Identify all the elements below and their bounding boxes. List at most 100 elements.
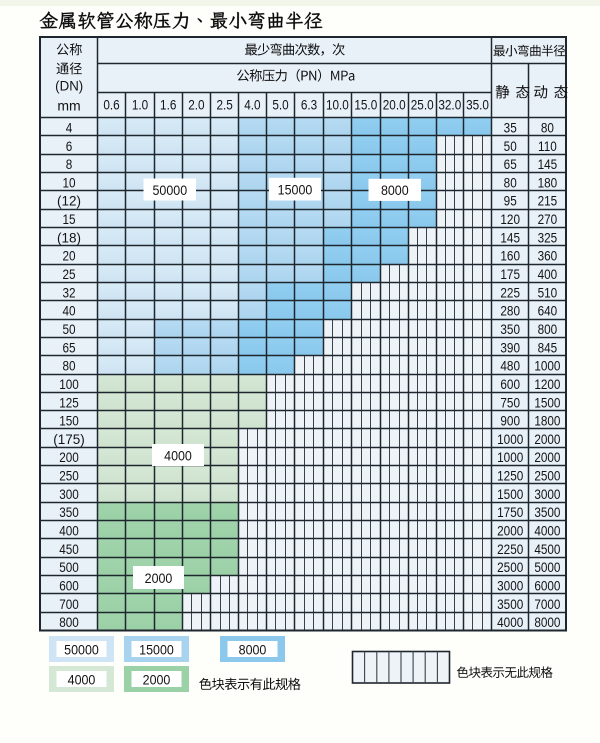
- svg-text:5000: 5000: [534, 559, 560, 575]
- svg-text:4000: 4000: [534, 523, 560, 539]
- svg-text:300: 300: [59, 486, 79, 502]
- svg-text:215: 215: [538, 193, 558, 209]
- svg-text:3000: 3000: [497, 578, 523, 594]
- svg-text:50000: 50000: [152, 182, 187, 198]
- svg-text:350: 350: [500, 321, 520, 337]
- svg-text:8000: 8000: [239, 642, 267, 658]
- svg-text:50: 50: [504, 138, 517, 154]
- svg-text:65: 65: [62, 339, 75, 355]
- svg-text:160: 160: [500, 248, 520, 264]
- svg-text:1750: 1750: [497, 504, 523, 520]
- svg-text:1200: 1200: [534, 376, 560, 392]
- svg-text:(12): (12): [57, 194, 81, 209]
- svg-text:120: 120: [500, 211, 520, 227]
- svg-text:15: 15: [62, 211, 75, 227]
- svg-text:350: 350: [59, 504, 79, 520]
- svg-text:145: 145: [500, 229, 520, 245]
- svg-text:1800: 1800: [534, 413, 560, 429]
- svg-text:35.0: 35.0: [466, 97, 489, 113]
- svg-text:6000: 6000: [534, 578, 560, 594]
- svg-text:(18): (18): [57, 230, 81, 245]
- svg-text:4: 4: [66, 120, 73, 136]
- svg-text:80: 80: [62, 358, 75, 374]
- svg-text:15.0: 15.0: [354, 97, 377, 113]
- svg-text:4000: 4000: [497, 614, 523, 630]
- svg-text:4500: 4500: [534, 541, 560, 557]
- svg-text:50: 50: [62, 321, 75, 337]
- svg-text:6: 6: [66, 138, 73, 154]
- svg-text:480: 480: [500, 358, 520, 374]
- svg-text:1.6: 1.6: [160, 97, 176, 113]
- svg-text:390: 390: [500, 339, 520, 355]
- svg-text:450: 450: [59, 541, 79, 557]
- svg-text:8000: 8000: [534, 614, 560, 630]
- svg-text:3500: 3500: [497, 596, 523, 612]
- svg-text:25.0: 25.0: [411, 97, 434, 113]
- svg-text:1000: 1000: [497, 449, 523, 465]
- svg-text:600: 600: [500, 376, 520, 392]
- svg-text:10.0: 10.0: [326, 97, 349, 113]
- svg-text:2500: 2500: [497, 559, 523, 575]
- svg-text:640: 640: [538, 303, 558, 319]
- svg-text:150: 150: [59, 413, 79, 429]
- svg-text:15000: 15000: [139, 642, 174, 658]
- svg-text:125: 125: [59, 394, 79, 410]
- svg-text:180: 180: [538, 174, 558, 190]
- svg-text:20.0: 20.0: [383, 97, 406, 113]
- svg-text:3500: 3500: [534, 504, 560, 520]
- svg-text:200: 200: [59, 449, 79, 465]
- svg-text:2000: 2000: [534, 431, 560, 447]
- svg-text:2000: 2000: [145, 570, 173, 586]
- svg-text:10: 10: [62, 174, 75, 190]
- svg-text:2000: 2000: [497, 523, 523, 539]
- svg-text:4000: 4000: [68, 672, 96, 688]
- svg-text:4000: 4000: [164, 448, 192, 464]
- svg-text:(175): (175): [53, 432, 85, 447]
- svg-text:225: 225: [500, 284, 520, 300]
- svg-text:600: 600: [59, 578, 79, 594]
- svg-text:15000: 15000: [278, 182, 313, 198]
- svg-text:50000: 50000: [64, 642, 99, 658]
- svg-text:8000: 8000: [381, 183, 409, 199]
- svg-text:2500: 2500: [534, 468, 560, 484]
- svg-text:1.0: 1.0: [132, 97, 148, 113]
- svg-text:900: 900: [500, 413, 520, 429]
- svg-text:32.0: 32.0: [438, 97, 461, 113]
- svg-text:325: 325: [538, 229, 558, 245]
- svg-text:2.0: 2.0: [188, 97, 204, 113]
- svg-text:5.0: 5.0: [272, 97, 288, 113]
- svg-text:8: 8: [66, 156, 73, 172]
- svg-text:80: 80: [504, 174, 517, 190]
- svg-text:2250: 2250: [497, 541, 523, 557]
- svg-text:700: 700: [59, 596, 79, 612]
- svg-text:110: 110: [538, 138, 557, 154]
- svg-text:40: 40: [62, 303, 75, 319]
- svg-text:145: 145: [538, 156, 558, 172]
- svg-text:25: 25: [62, 266, 75, 282]
- svg-text:400: 400: [538, 266, 558, 282]
- svg-text:80: 80: [541, 120, 554, 136]
- svg-text:2000: 2000: [143, 672, 171, 688]
- svg-text:1500: 1500: [534, 394, 560, 410]
- svg-text:400: 400: [59, 523, 79, 539]
- svg-text:2000: 2000: [534, 449, 560, 465]
- svg-text:270: 270: [538, 211, 558, 227]
- svg-text:500: 500: [59, 559, 79, 575]
- svg-text:1000: 1000: [497, 431, 523, 447]
- svg-text:2.5: 2.5: [216, 97, 232, 113]
- svg-text:65: 65: [504, 156, 517, 172]
- svg-text:280: 280: [500, 303, 520, 319]
- svg-text:mm: mm: [57, 98, 80, 114]
- svg-text:35: 35: [504, 120, 517, 136]
- svg-text:800: 800: [538, 321, 558, 337]
- svg-text:7000: 7000: [534, 596, 560, 612]
- svg-text:1000: 1000: [534, 358, 560, 374]
- svg-text:360: 360: [538, 248, 558, 264]
- svg-text:250: 250: [59, 468, 79, 484]
- svg-text:3000: 3000: [534, 486, 560, 502]
- svg-text:800: 800: [59, 614, 79, 630]
- svg-text:0.6: 0.6: [103, 97, 119, 113]
- svg-text:32: 32: [62, 284, 75, 300]
- svg-text:6.3: 6.3: [301, 97, 317, 113]
- svg-text:750: 750: [500, 394, 520, 410]
